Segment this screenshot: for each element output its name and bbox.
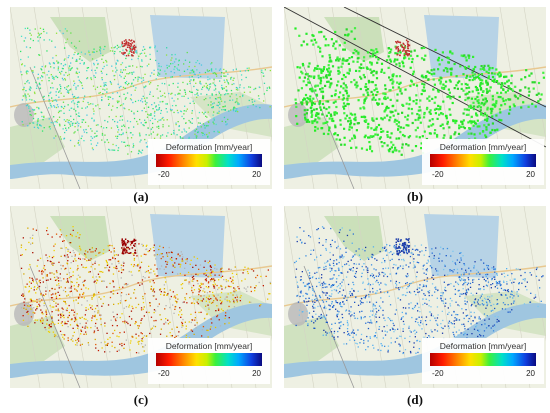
legend-colorbar — [430, 353, 536, 366]
legend-b: Deformation [mm/year] -20 20 — [422, 139, 544, 185]
legend-a: Deformation [mm/year] -20 20 — [148, 139, 270, 185]
lake — [150, 15, 225, 79]
built-area — [14, 302, 34, 326]
lake — [150, 214, 225, 278]
street-line — [105, 206, 137, 388]
deformation-points — [20, 27, 271, 155]
street-line — [284, 7, 315, 189]
deformation-map-b — [284, 7, 546, 189]
street-line — [81, 206, 113, 388]
legend-title: Deformation [mm/year] — [439, 341, 527, 351]
street-line — [355, 7, 387, 189]
built-area — [288, 302, 308, 326]
legend-d: Deformation [mm/year] -20 20 — [422, 338, 544, 384]
park-area — [10, 117, 65, 172]
park-area — [10, 316, 65, 371]
street-line — [284, 206, 315, 388]
legend-min-label: -20 — [158, 369, 170, 378]
lake — [424, 214, 499, 278]
legend-title: Deformation [mm/year] — [165, 341, 253, 351]
deformation-map-a — [10, 7, 272, 189]
map-panel-a: Deformation [mm/year] -20 20 — [10, 7, 272, 189]
built-area — [14, 103, 34, 127]
lake — [424, 15, 499, 79]
built-area — [288, 103, 308, 127]
legend-c: Deformation [mm/year] -20 20 — [148, 338, 270, 384]
caption-b: (b) — [407, 189, 423, 204]
main-road — [10, 66, 272, 108]
legend-colorbar — [156, 154, 262, 167]
map-panel-d: Deformation [mm/year] -20 20 — [284, 206, 546, 388]
legend-min-label: -20 — [432, 369, 444, 378]
legend-colorbar — [156, 353, 262, 366]
park-area — [284, 316, 339, 371]
river — [10, 303, 272, 378]
legend-min-label: -20 — [432, 170, 444, 179]
river — [284, 303, 546, 378]
river — [10, 104, 272, 179]
deformation-points — [294, 226, 544, 355]
caption-a: (a) — [133, 189, 149, 204]
park-area — [50, 216, 110, 261]
legend-min-label: -20 — [158, 170, 170, 179]
map-panel-c: Deformation [mm/year] -20 20 — [10, 206, 272, 388]
street-line — [307, 206, 339, 388]
deformation-points — [294, 27, 545, 156]
street-line — [355, 206, 387, 388]
deformation-map-c — [10, 206, 272, 388]
legend-title: Deformation [mm/year] — [165, 142, 253, 152]
street-line — [10, 7, 41, 189]
street-line — [33, 7, 65, 189]
railway-line — [29, 265, 81, 388]
legend-max-label: 20 — [252, 369, 261, 378]
street-line — [249, 7, 272, 143]
river — [284, 104, 546, 179]
railway-line — [29, 66, 81, 189]
street-line — [81, 7, 113, 189]
caption-d: (d) — [407, 392, 423, 407]
park-area — [324, 216, 384, 261]
legend-max-label: 20 — [526, 369, 535, 378]
legend-colorbar — [430, 154, 536, 167]
street-line — [249, 206, 272, 342]
street-line — [523, 7, 546, 143]
street-line — [33, 206, 65, 388]
street-line — [379, 7, 411, 189]
main-road — [284, 66, 546, 108]
map-panel-b: Deformation [mm/year] -20 20 — [284, 7, 546, 189]
street-line — [523, 206, 546, 342]
legend-max-label: 20 — [252, 170, 261, 179]
street-line — [379, 206, 411, 388]
street-line — [10, 206, 41, 388]
legend-title: Deformation [mm/year] — [439, 142, 527, 152]
legend-max-label: 20 — [526, 170, 535, 179]
caption-c: (c) — [133, 392, 149, 407]
street-line — [105, 7, 137, 189]
park-area — [284, 117, 339, 172]
deformation-points — [20, 226, 272, 354]
track-line — [284, 7, 546, 148]
